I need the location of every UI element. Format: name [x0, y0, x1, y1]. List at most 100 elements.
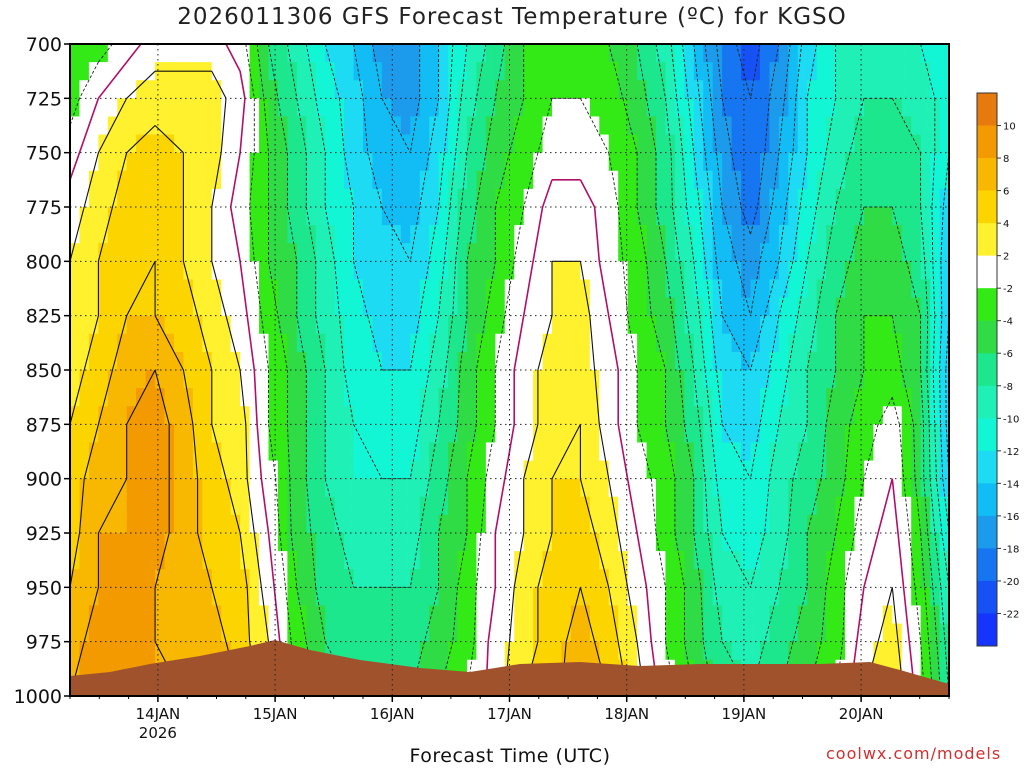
temperature-cell	[797, 98, 808, 118]
temperature-cell	[523, 62, 534, 81]
temperature-cell	[344, 44, 355, 63]
temperature-cell	[807, 569, 818, 588]
temperature-cell	[807, 533, 818, 552]
temperature-cell	[334, 44, 345, 63]
temperature-cell	[259, 44, 270, 63]
temperature-cell	[570, 62, 581, 81]
temperature-cell	[514, 442, 525, 462]
temperature-cell	[665, 587, 676, 607]
temperature-cell	[391, 207, 402, 226]
temperature-cell	[882, 188, 893, 208]
temperature-cell	[722, 279, 733, 299]
temperature-cell	[155, 243, 166, 262]
temperature-cell	[637, 44, 648, 63]
temperature-cell	[485, 297, 496, 317]
temperature-cell	[277, 188, 288, 208]
temperature-cell	[561, 569, 572, 588]
temperature-cell	[107, 388, 118, 407]
temperature-cell	[457, 116, 468, 136]
temperature-cell	[107, 587, 118, 607]
colorbar-label: -22	[1003, 609, 1019, 620]
temperature-cell	[476, 188, 487, 208]
temperature-cell	[552, 587, 563, 607]
temperature-cell	[476, 297, 487, 317]
temperature-cell	[221, 188, 232, 208]
temperature-cell	[202, 514, 213, 534]
temperature-cell	[391, 279, 402, 299]
temperature-cell	[249, 551, 260, 570]
temperature-cell	[618, 406, 629, 425]
temperature-cell	[599, 496, 610, 516]
temperature-cell	[637, 152, 648, 172]
temperature-cell	[845, 388, 856, 407]
temperature-cell	[646, 406, 657, 425]
temperature-cell	[854, 370, 865, 389]
temperature-cell	[485, 424, 496, 444]
temperature-cell	[504, 587, 515, 607]
temperature-cell	[381, 333, 392, 353]
temperature-cell	[665, 388, 676, 407]
temperature-cell	[457, 442, 468, 462]
temperature-cell	[381, 496, 392, 516]
temperature-cell	[400, 533, 411, 552]
temperature-cell	[344, 261, 355, 281]
temperature-cell	[637, 388, 648, 407]
temperature-cell	[438, 333, 449, 353]
temperature-cell	[155, 351, 166, 371]
temperature-cell	[618, 623, 629, 643]
temperature-cell	[70, 587, 81, 607]
temperature-cell	[381, 279, 392, 299]
temperature-cell	[287, 478, 298, 498]
temperature-cell	[816, 460, 827, 480]
colorbar-swatch	[977, 418, 997, 452]
temperature-cell	[769, 207, 780, 226]
temperature-cell	[249, 62, 260, 81]
temperature-cell	[854, 279, 865, 299]
temperature-cell	[457, 424, 468, 444]
temperature-cell	[410, 261, 421, 281]
temperature-cell	[542, 388, 553, 407]
temperature-cell	[448, 207, 459, 226]
temperature-cell	[845, 261, 856, 281]
temperature-cell	[183, 641, 194, 661]
temperature-cell	[221, 116, 232, 136]
temperature-cell	[277, 533, 288, 552]
temperature-cell	[457, 496, 468, 516]
temperature-cell	[703, 641, 714, 661]
temperature-cell	[741, 207, 752, 226]
temperature-cell	[703, 442, 714, 462]
temperature-cell	[570, 569, 581, 588]
temperature-cell	[495, 533, 506, 552]
temperature-cell	[939, 406, 949, 425]
temperature-cell	[901, 406, 912, 425]
temperature-cell	[533, 569, 544, 588]
temperature-cell	[183, 351, 194, 371]
temperature-cell	[523, 551, 534, 570]
temperature-cell	[637, 351, 648, 371]
temperature-cell	[353, 641, 364, 661]
temperature-cell	[882, 207, 893, 226]
temperature-cell	[863, 442, 874, 462]
temperature-cell	[863, 225, 874, 244]
temperature-cell	[778, 623, 789, 643]
temperature-cell	[287, 424, 298, 444]
temperature-cell	[542, 261, 553, 281]
temperature-cell	[495, 514, 506, 534]
temperature-cell	[778, 261, 789, 281]
temperature-cell	[533, 207, 544, 226]
temperature-cell	[419, 315, 430, 335]
temperature-cell	[98, 116, 109, 136]
temperature-cell	[939, 496, 949, 516]
temperature-cell	[344, 297, 355, 317]
temperature-cell	[183, 261, 194, 281]
temperature-cell	[722, 261, 733, 281]
temperature-cell	[845, 80, 856, 99]
temperature-cell	[920, 225, 931, 244]
temperature-cell	[192, 80, 203, 99]
temperature-cell	[117, 315, 128, 335]
temperature-cell	[419, 587, 430, 607]
temperature-cell	[344, 442, 355, 462]
temperature-cell	[892, 207, 903, 226]
temperature-cell	[703, 569, 714, 588]
temperature-cell	[495, 279, 506, 299]
